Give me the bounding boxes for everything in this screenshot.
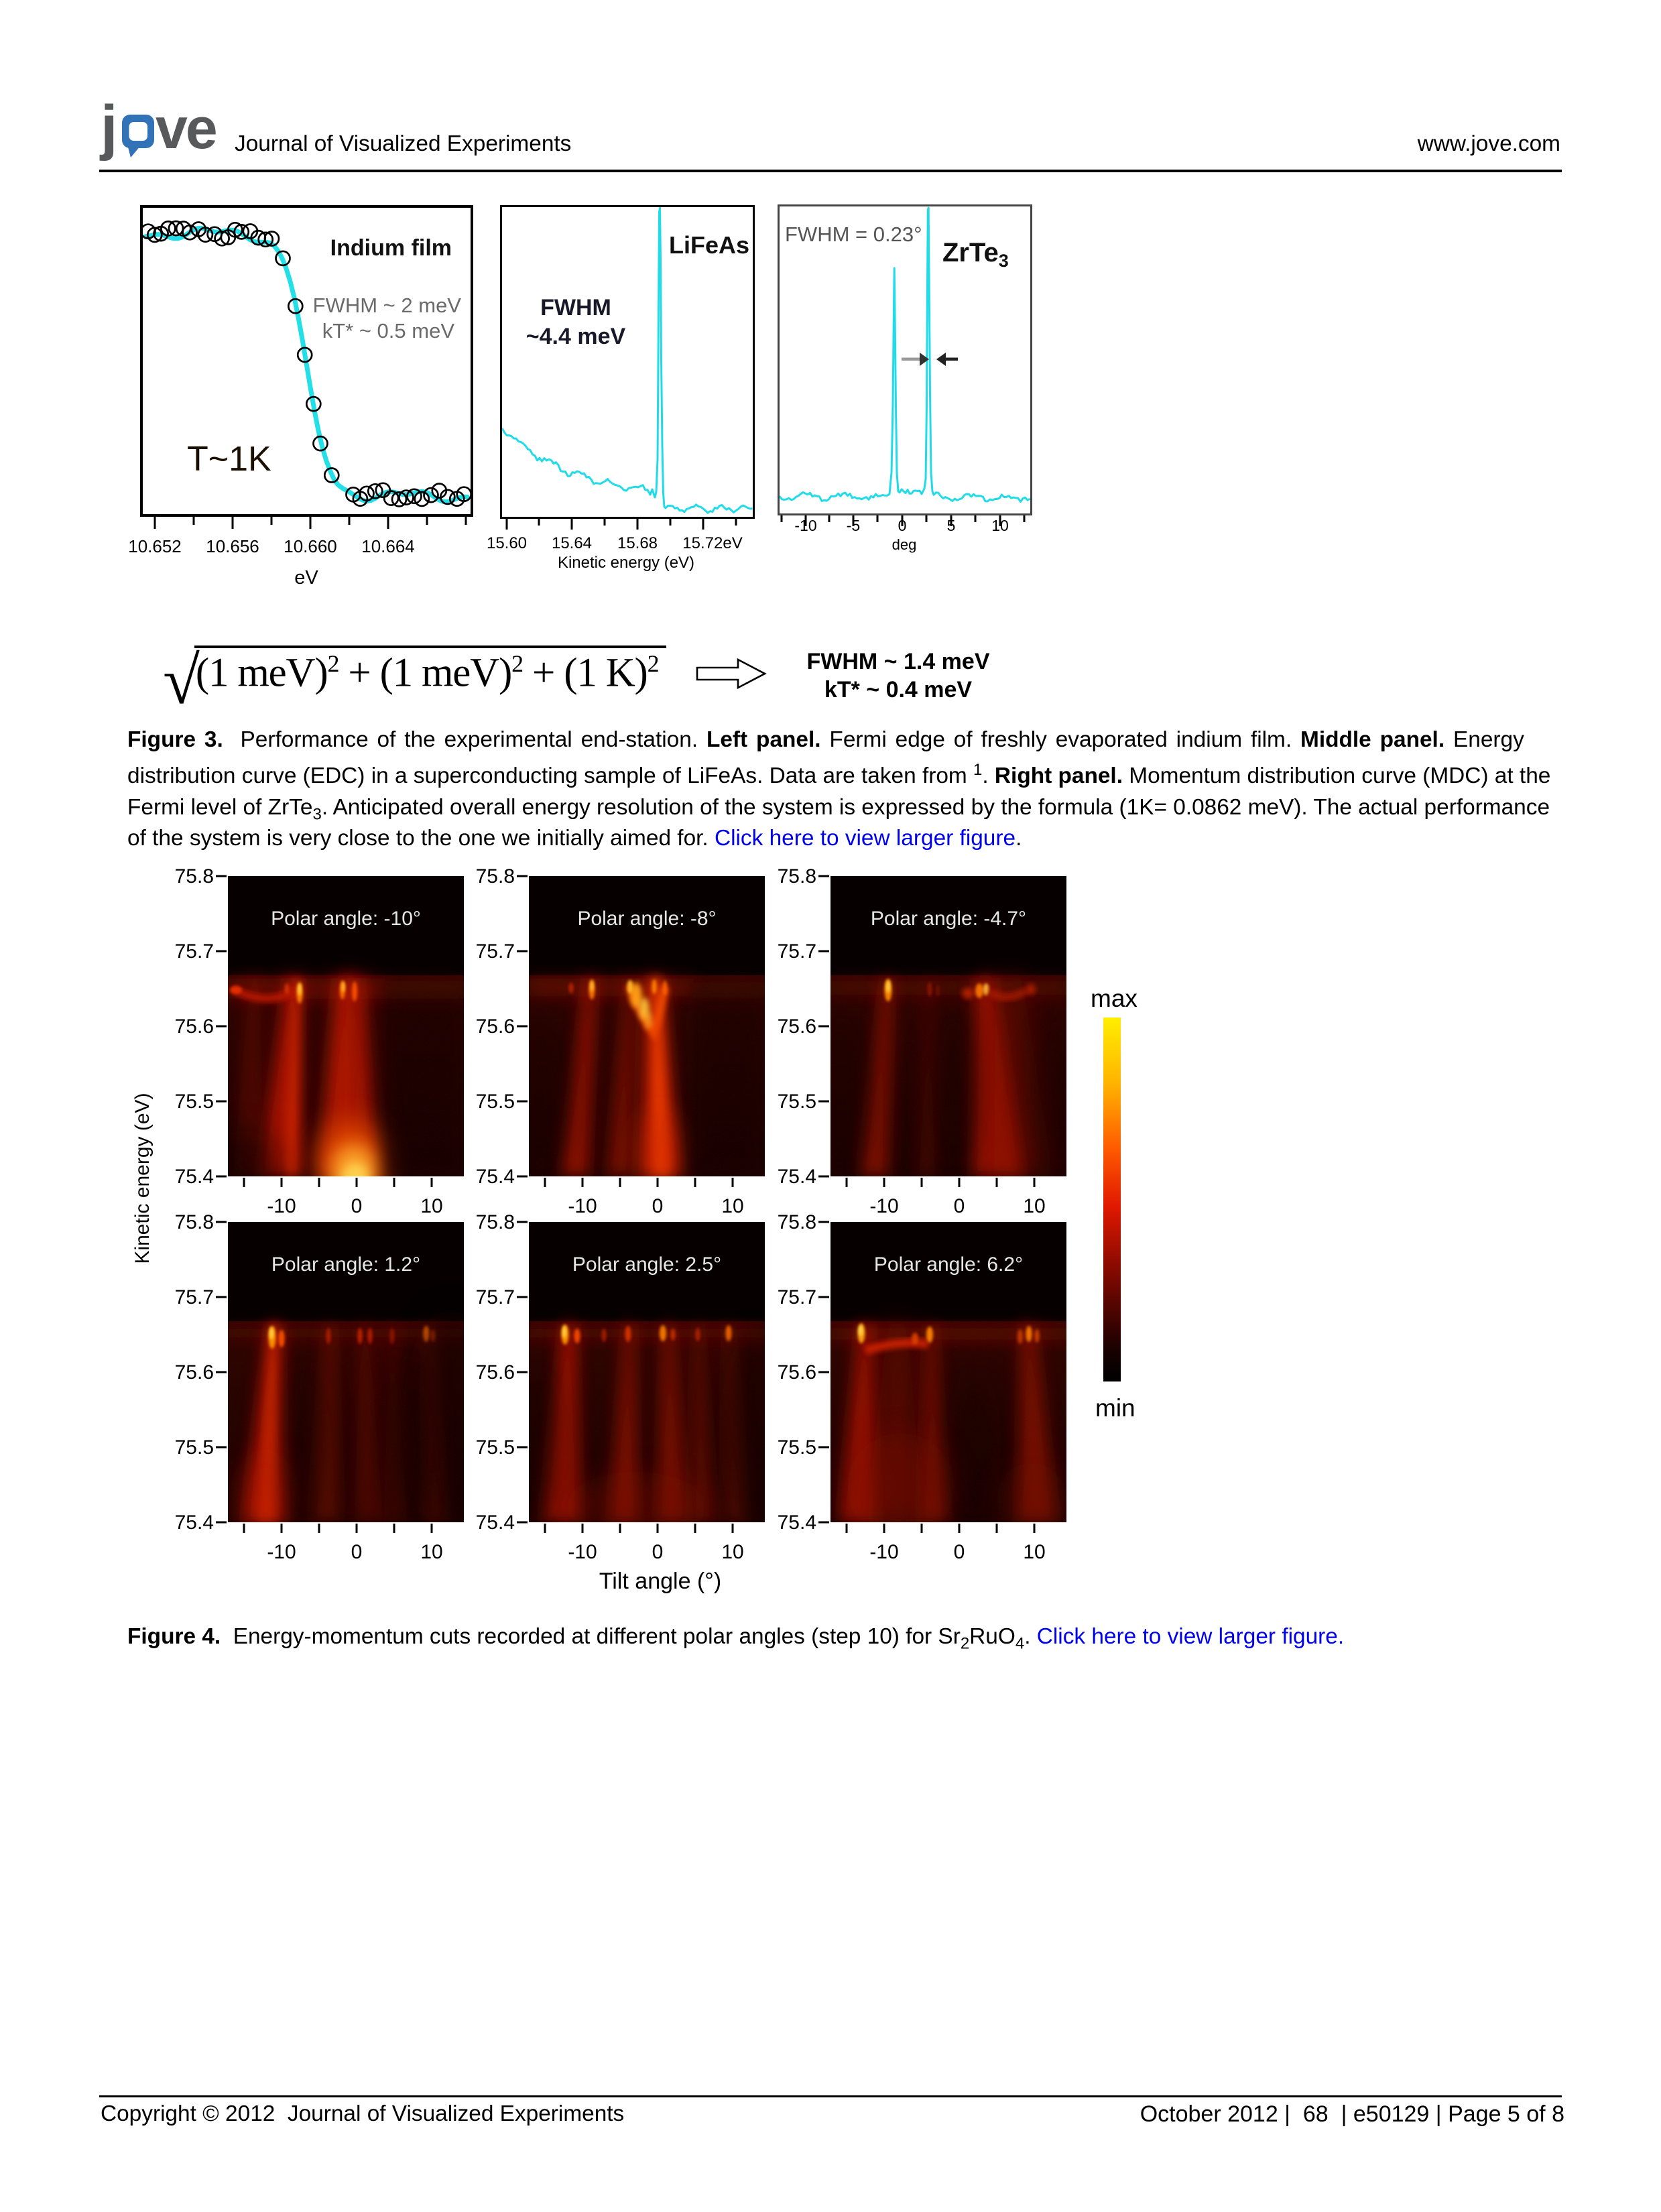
svg-text:-5: -5: [847, 517, 860, 534]
svg-text:75.4: 75.4: [778, 1166, 816, 1188]
svg-text:15.68: 15.68: [617, 534, 658, 552]
svg-text:FWHM: FWHM: [540, 295, 611, 320]
svg-text:ve: ve: [156, 97, 216, 161]
svg-text:eV: eV: [294, 567, 318, 589]
svg-text:-10: -10: [267, 1541, 296, 1563]
svg-text:75.6: 75.6: [778, 1361, 816, 1384]
svg-text:75.8: 75.8: [778, 865, 816, 887]
svg-text:0: 0: [351, 1195, 363, 1217]
svg-text:10: 10: [721, 1195, 743, 1217]
svg-text:5: 5: [947, 517, 956, 534]
svg-text:75.8: 75.8: [476, 1211, 515, 1233]
svg-text:75.8: 75.8: [175, 865, 214, 887]
svg-text:0: 0: [652, 1195, 664, 1217]
svg-text:75.7: 75.7: [778, 940, 816, 963]
svg-text:75.7: 75.7: [476, 940, 515, 963]
svg-text:75.4: 75.4: [778, 1512, 816, 1534]
svg-text:-10: -10: [869, 1541, 898, 1563]
svg-text:-10: -10: [794, 517, 816, 534]
svg-text:75.5: 75.5: [778, 1091, 816, 1113]
svg-text:75.8: 75.8: [778, 1211, 816, 1233]
svg-text:75.6: 75.6: [476, 1016, 515, 1038]
svg-text:Polar angle: 1.2°: Polar angle: 1.2°: [271, 1253, 420, 1276]
svg-text:75.5: 75.5: [476, 1091, 515, 1113]
svg-text:75.5: 75.5: [476, 1436, 515, 1459]
svg-text:min: min: [1095, 1394, 1135, 1422]
svg-text:15.64: 15.64: [552, 534, 592, 552]
svg-text:Kinetic energy (eV): Kinetic energy (eV): [131, 1093, 153, 1264]
svg-text:10: 10: [991, 517, 1009, 534]
svg-text:10.656: 10.656: [206, 536, 259, 556]
svg-text:75.7: 75.7: [476, 1286, 515, 1308]
svg-text:-10: -10: [568, 1541, 597, 1563]
svg-text:75.8: 75.8: [175, 1211, 214, 1233]
svg-text:0: 0: [652, 1541, 664, 1563]
svg-text:Tilt angle (°): Tilt angle (°): [599, 1569, 721, 1594]
svg-text:Polar angle: -8°: Polar angle: -8°: [577, 908, 716, 930]
svg-text:0: 0: [954, 1541, 965, 1563]
svg-text:0: 0: [351, 1541, 363, 1563]
svg-text:75.6: 75.6: [476, 1361, 515, 1384]
svg-text:ZrTe3: ZrTe3: [942, 238, 1009, 271]
svg-text:T~1K: T~1K: [187, 440, 271, 479]
svg-text:10: 10: [420, 1195, 442, 1217]
svg-text:FWHM ~ 2 meV: FWHM ~ 2 meV: [313, 294, 462, 317]
svg-text:j: j: [99, 95, 118, 162]
svg-text:10.660: 10.660: [284, 536, 337, 556]
svg-text:Indium film: Indium film: [330, 235, 452, 261]
svg-text:Polar angle: -4.7°: Polar angle: -4.7°: [871, 908, 1026, 930]
svg-text:Polar angle: 6.2°: Polar angle: 6.2°: [874, 1253, 1023, 1276]
svg-text:-10: -10: [267, 1195, 296, 1217]
svg-text:75.7: 75.7: [778, 1286, 816, 1308]
svg-text:75.4: 75.4: [476, 1512, 515, 1534]
svg-text:75.5: 75.5: [175, 1436, 214, 1459]
svg-text:Polar angle: -10°: Polar angle: -10°: [271, 908, 421, 930]
svg-text:10.652: 10.652: [128, 536, 182, 556]
svg-text:0: 0: [898, 517, 907, 534]
svg-text:deg: deg: [892, 536, 917, 553]
svg-text:Polar angle: 2.5°: Polar angle: 2.5°: [572, 1253, 721, 1276]
svg-text:LiFeAs: LiFeAs: [669, 231, 749, 259]
svg-text:FWHM = 0.23°: FWHM = 0.23°: [785, 223, 922, 246]
svg-text:75.7: 75.7: [175, 1286, 214, 1308]
svg-text:10: 10: [1023, 1541, 1045, 1563]
svg-text:-10: -10: [869, 1195, 898, 1217]
svg-text:10: 10: [1023, 1195, 1045, 1217]
svg-text:75.5: 75.5: [175, 1091, 214, 1113]
svg-text:10.664: 10.664: [361, 536, 415, 556]
svg-text:75.6: 75.6: [175, 1016, 214, 1038]
svg-text:~4.4 meV: ~4.4 meV: [526, 324, 626, 349]
svg-text:0: 0: [954, 1195, 965, 1217]
svg-text:15.60: 15.60: [487, 534, 527, 552]
svg-text:10: 10: [721, 1541, 743, 1563]
svg-text:max: max: [1091, 985, 1137, 1012]
svg-text:75.8: 75.8: [476, 865, 515, 887]
svg-text:75.7: 75.7: [175, 940, 214, 963]
svg-text:kT* ~ 0.5 meV: kT* ~ 0.5 meV: [322, 319, 455, 343]
svg-text:75.4: 75.4: [476, 1166, 515, 1188]
svg-text:75.4: 75.4: [175, 1512, 214, 1534]
svg-text:75.4: 75.4: [175, 1166, 214, 1188]
svg-text:15.72eV: 15.72eV: [682, 534, 742, 552]
svg-text:10: 10: [420, 1541, 442, 1563]
svg-text:Kinetic energy (eV): Kinetic energy (eV): [558, 554, 694, 572]
svg-text:75.5: 75.5: [778, 1436, 816, 1459]
svg-text:-10: -10: [568, 1195, 597, 1217]
svg-text:75.6: 75.6: [778, 1016, 816, 1038]
svg-text:75.6: 75.6: [175, 1361, 214, 1384]
